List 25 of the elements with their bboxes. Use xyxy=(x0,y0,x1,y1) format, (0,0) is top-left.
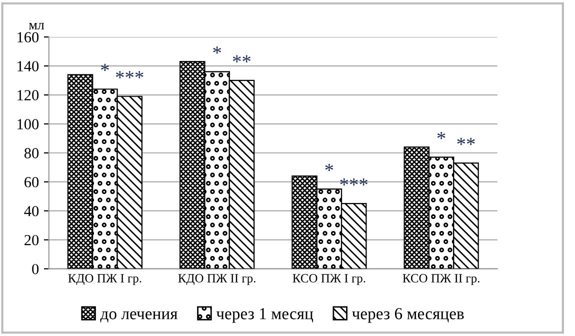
legend-label: через 6 месяцев xyxy=(352,308,464,323)
annotation: ** xyxy=(232,55,251,62)
annotation: * xyxy=(437,132,446,140)
legend-label: через 1 месяц xyxy=(216,308,314,323)
annotation: ** xyxy=(457,138,475,145)
y-tick-label: 0 xyxy=(32,264,39,274)
x-tick-label: КДО ПЖ I гр. xyxy=(68,274,142,285)
annotation: * xyxy=(101,64,109,72)
y-tick-label: 100 xyxy=(18,119,39,130)
y-tick-label: 20 xyxy=(24,234,39,246)
y-axis-title: мл xyxy=(28,22,44,30)
y-tick-label: 40 xyxy=(24,206,39,216)
annotation: * xyxy=(213,46,221,54)
x-tick-label: КСО ПЖ II гр. xyxy=(402,274,480,285)
annotation: *** xyxy=(340,178,368,186)
y-tick-label: 80 xyxy=(24,148,39,158)
annotation: *** xyxy=(116,71,144,78)
y-tick-label: 140 xyxy=(18,61,39,72)
x-tick-label: КДО ПЖ II гр. xyxy=(178,274,256,285)
y-tick-label: 160 xyxy=(18,32,39,42)
annotation: * xyxy=(325,164,334,172)
y-tick-label: 120 xyxy=(18,90,39,100)
y-tick-label: 60 xyxy=(24,177,39,188)
x-tick-label: КСО ПЖ I гр. xyxy=(292,274,366,285)
legend-label: до лечения xyxy=(100,311,178,322)
